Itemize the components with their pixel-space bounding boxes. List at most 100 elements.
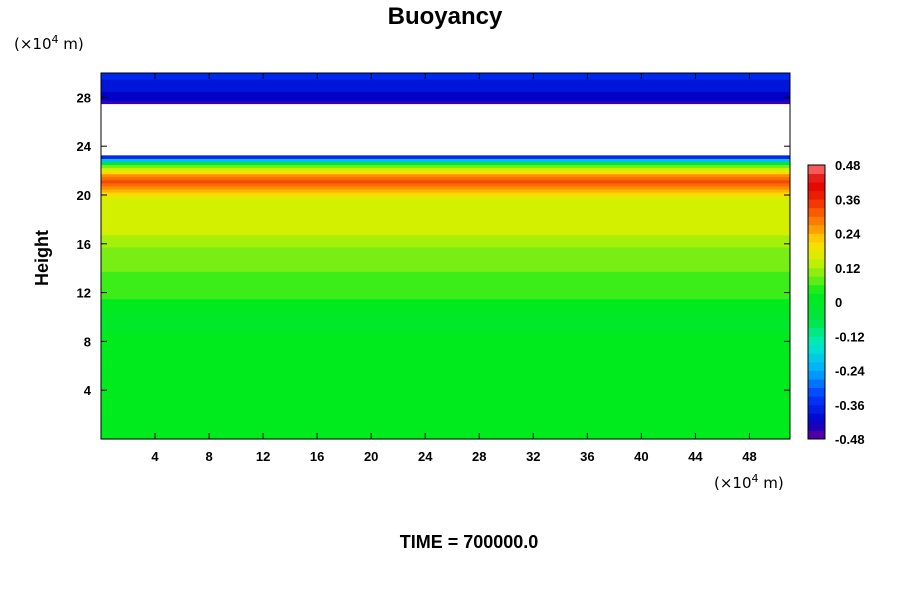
contour-band <box>101 435 790 440</box>
contour-band <box>101 332 790 336</box>
colorbar-tick-label: 0.12 <box>835 261 860 276</box>
contour-band <box>101 326 790 330</box>
contour-band <box>101 402 790 407</box>
colorbar-swatch <box>808 370 825 380</box>
colorbar-swatch <box>808 190 825 200</box>
colorbar-tick-label: -0.24 <box>835 364 865 379</box>
x-axis-unit: (×104 m) <box>714 472 784 493</box>
contour-band <box>101 298 790 303</box>
colorbar-tick-label: -0.12 <box>835 329 865 344</box>
colorbar-swatch <box>808 336 825 346</box>
contour-band <box>101 252 790 257</box>
contour-band <box>101 265 790 269</box>
contour-band <box>101 207 790 211</box>
contour-band <box>101 362 790 367</box>
y-tick-label: 12 <box>77 286 91 301</box>
y-tick-label: 16 <box>77 237 91 252</box>
contour-band <box>101 243 790 248</box>
colorbar-tick-label: 0 <box>835 295 842 310</box>
colorbar-swatch <box>808 259 825 269</box>
y-tick-label: 28 <box>77 90 91 105</box>
contour-band <box>101 213 790 217</box>
contour-band <box>101 191 790 196</box>
chart-title: Buoyancy <box>388 3 503 30</box>
contour-band <box>101 283 790 288</box>
x-tick-label: 16 <box>310 449 324 464</box>
y-axis-unit: (×104 m) <box>14 33 84 54</box>
contour-band <box>101 307 790 312</box>
contour-band <box>101 240 790 245</box>
contour-band <box>101 317 790 321</box>
contour-band <box>101 411 790 416</box>
contour-band <box>101 301 790 306</box>
colorbar-swatch <box>808 361 825 371</box>
x-tick-label: 24 <box>418 449 433 464</box>
contour-band <box>101 277 790 281</box>
contour-band <box>101 79 790 83</box>
colorbar-swatch <box>808 413 825 423</box>
x-tick-label: 28 <box>472 449 486 464</box>
contour-band <box>101 417 790 422</box>
contour-band <box>101 185 790 190</box>
contour-band <box>101 73 790 77</box>
colorbar-tick-label: 0.24 <box>835 227 861 242</box>
contour-band <box>101 286 790 291</box>
contour-band <box>101 396 790 400</box>
contour-band <box>101 176 790 181</box>
contour-band <box>101 359 790 364</box>
contour-band <box>101 408 790 413</box>
colorbar-swatch <box>808 421 825 431</box>
contour-band <box>101 259 790 263</box>
x-tick-label: 12 <box>256 449 270 464</box>
contour-band <box>101 237 790 242</box>
contour-band <box>101 274 790 278</box>
contour-band <box>101 292 790 297</box>
colorbar-swatch <box>808 242 825 252</box>
contour-band <box>101 170 790 175</box>
contour-band <box>101 368 790 373</box>
contour-band <box>101 353 790 358</box>
contour-band <box>101 82 790 86</box>
contour-band <box>101 304 790 309</box>
contour-band <box>101 429 790 434</box>
colorbar-swatch <box>808 224 825 234</box>
contour-band <box>101 280 790 285</box>
colorbar-swatch <box>808 216 825 226</box>
contour-band <box>101 426 790 431</box>
colorbar-swatch <box>808 379 825 389</box>
contour-band <box>101 216 790 220</box>
plot-frame <box>100 72 791 440</box>
colorbar-swatch <box>808 430 825 440</box>
colorbar-tick-label: 0.48 <box>835 158 860 173</box>
colorbar-swatch <box>808 267 825 277</box>
contour-band <box>101 204 790 208</box>
colorbar-swatch <box>808 276 825 286</box>
colorbar-swatch <box>808 344 825 354</box>
contour-band <box>101 228 790 233</box>
contour-band <box>101 182 790 187</box>
colorbar-swatch <box>808 302 825 311</box>
colorbar-swatch <box>808 199 825 209</box>
contour-band <box>101 76 790 80</box>
contour-band <box>101 100 790 105</box>
colorbar-swatch <box>808 319 825 329</box>
colorbar-swatch <box>808 310 825 320</box>
colorbar-tick-label: -0.36 <box>835 398 865 413</box>
contour-band <box>101 289 790 294</box>
colorbar-swatch <box>808 182 825 192</box>
contour-band <box>101 405 790 410</box>
colorbar-swatch <box>808 173 825 183</box>
y-axis-title: Height <box>32 230 52 286</box>
contour-band <box>101 338 790 342</box>
contour-band <box>101 155 790 159</box>
contour-band <box>101 179 790 184</box>
contour-band <box>101 313 790 318</box>
contour-band <box>101 246 790 251</box>
colorbar-swatch <box>808 207 825 217</box>
contour-band <box>101 365 790 370</box>
y-tick-label: 8 <box>84 334 91 349</box>
contour-band <box>101 173 790 178</box>
contour-band <box>101 94 790 98</box>
